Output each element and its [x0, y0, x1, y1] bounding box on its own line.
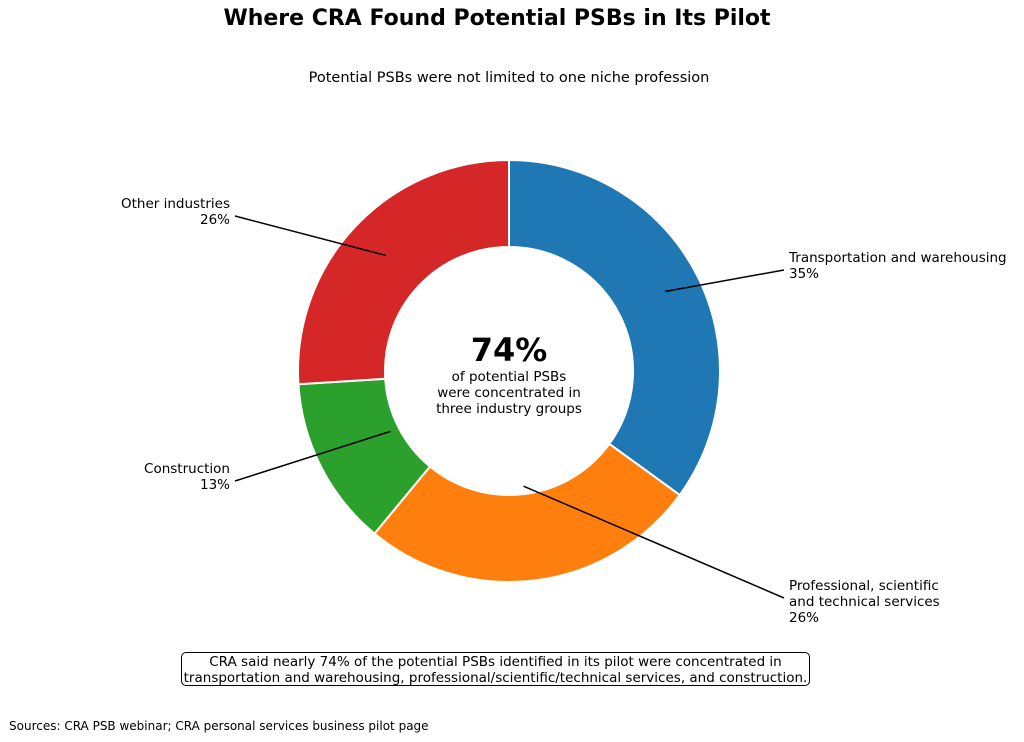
- slice-category-label: and technical services: [789, 594, 940, 610]
- chart-title: Where CRA Found Potential PSBs in Its Pi…: [223, 6, 771, 31]
- slice-category-label: Other industries: [121, 196, 230, 212]
- center-caption-line: of potential PSBs: [452, 369, 567, 385]
- summary-note-box: CRA said nearly 74% of the potential PSB…: [181, 652, 810, 686]
- slice-value-label: 13%: [200, 477, 230, 493]
- leader-line: [234, 215, 387, 257]
- slice-value-label: 26%: [789, 610, 819, 626]
- slice-value-label: 26%: [200, 212, 230, 228]
- slices-layer: [297, 158, 721, 583]
- slice-category-label: Transportation and warehousing: [788, 250, 1007, 266]
- leader-line: [523, 485, 785, 599]
- leader-line: [664, 269, 785, 293]
- slice-category-label: Professional, scientific: [789, 578, 939, 594]
- leaders-layer: [234, 215, 785, 599]
- center-value: 74%: [471, 331, 548, 369]
- summary-note-line: CRA said nearly 74% of the potential PSB…: [209, 654, 782, 670]
- donut-slice-4: [297, 158, 510, 386]
- slice-category-label: Construction: [144, 461, 230, 477]
- donut-slice-2: [373, 442, 682, 583]
- summary-note-line: transportation and warehousing, professi…: [183, 670, 808, 686]
- chart-subtitle: Potential PSBs were not limited to one n…: [308, 70, 710, 86]
- slice-value-label: 35%: [789, 266, 819, 282]
- center-caption-line: three industry groups: [436, 401, 582, 417]
- donut-slice-1: [508, 158, 721, 497]
- center-caption-line: were concentrated in: [437, 385, 581, 401]
- source-note: Sources: CRA PSB webinar; CRA personal s…: [9, 719, 429, 733]
- leader-line: [234, 430, 391, 482]
- center-layer: 74% of potential PSBs were concentrated …: [436, 331, 582, 417]
